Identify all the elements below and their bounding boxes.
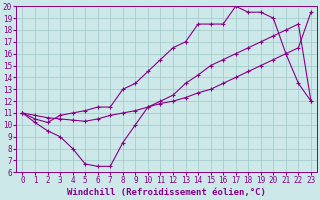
X-axis label: Windchill (Refroidissement éolien,°C): Windchill (Refroidissement éolien,°C) (67, 188, 266, 197)
